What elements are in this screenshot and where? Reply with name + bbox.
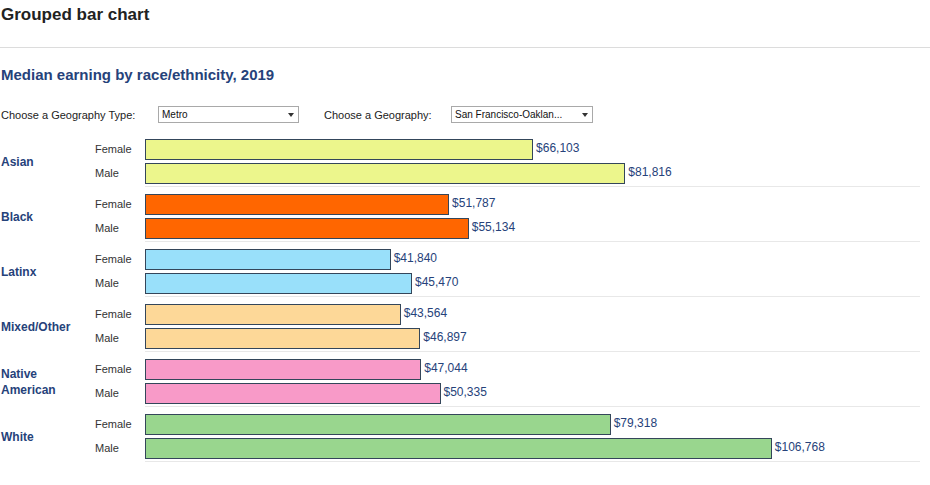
- series-label: Female: [95, 304, 132, 325]
- group-separator: [145, 241, 920, 242]
- dropdown-arrow: [582, 113, 588, 117]
- header-rule: [0, 47, 930, 48]
- group-separator: [145, 186, 920, 187]
- category-label-text: Asian: [1, 154, 34, 170]
- series-label: Male: [95, 163, 119, 184]
- data-label: $66,103: [536, 139, 579, 160]
- category-label-text: White: [1, 429, 34, 445]
- category-label-text: Native American: [1, 366, 86, 398]
- category-label-text: Mixed/Other: [1, 319, 70, 335]
- page-header: Grouped bar chart: [1, 5, 149, 25]
- category-label-text: Black: [1, 209, 33, 225]
- series-label: Female: [95, 194, 132, 215]
- bar: [145, 328, 420, 349]
- series-label: Male: [95, 273, 119, 294]
- plot-area: [145, 0, 920, 485]
- group-separator: [145, 351, 920, 352]
- category-label: Native American: [1, 359, 86, 404]
- bar: [145, 383, 441, 404]
- group-separator: [145, 296, 920, 297]
- bar: [145, 139, 533, 160]
- series-label: Male: [95, 218, 119, 239]
- bar: [145, 163, 625, 184]
- data-label: $51,787: [452, 194, 495, 215]
- data-label: $81,816: [628, 163, 671, 184]
- data-label: $50,335: [444, 383, 487, 404]
- group-separator: [145, 406, 920, 407]
- data-label: $55,134: [472, 218, 515, 239]
- series-label: Female: [95, 139, 132, 160]
- data-label: $79,318: [614, 414, 657, 435]
- dropdown-value: Metro: [162, 108, 188, 122]
- bar: [145, 304, 401, 325]
- category-label-text: Latinx: [1, 264, 36, 280]
- dropdown-value: San Francisco-Oaklan...: [455, 108, 562, 122]
- category-label: Black: [1, 194, 86, 239]
- series-label: Female: [95, 249, 132, 270]
- category-label: White: [1, 414, 86, 459]
- bar: [145, 194, 449, 215]
- data-label: $43,564: [404, 304, 447, 325]
- series-label: Female: [95, 414, 132, 435]
- data-label: $106,768: [775, 438, 825, 459]
- chart-title: Median earning by race/ethnicity, 2019: [1, 66, 274, 83]
- series-label: Female: [95, 359, 132, 380]
- data-label: $47,044: [424, 359, 467, 380]
- page: Grouped bar chart Median earning by race/…: [0, 0, 930, 485]
- category-label: Latinx: [1, 249, 86, 294]
- dropdown[interactable]: San Francisco-Oaklan...: [451, 106, 593, 123]
- bar: [145, 273, 412, 294]
- bar: [145, 218, 469, 239]
- dropdown-arrow: [288, 113, 294, 117]
- category-label: Asian: [1, 139, 86, 184]
- data-label: $46,897: [423, 328, 466, 349]
- series-label: Male: [95, 328, 119, 349]
- series-label: Male: [95, 383, 119, 404]
- category-label: Mixed/Other: [1, 304, 86, 349]
- bar: [145, 438, 772, 459]
- data-label: $41,840: [394, 249, 437, 270]
- dropdown[interactable]: Metro: [158, 106, 299, 123]
- data-label: $45,470: [415, 273, 458, 294]
- bar: [145, 249, 391, 270]
- group-separator: [145, 461, 920, 462]
- control-label: Choose a Geography:: [324, 107, 432, 123]
- bar: [145, 359, 421, 380]
- bar: [145, 414, 611, 435]
- series-label: Male: [95, 438, 119, 459]
- control-label: Choose a Geography Type:: [1, 107, 135, 123]
